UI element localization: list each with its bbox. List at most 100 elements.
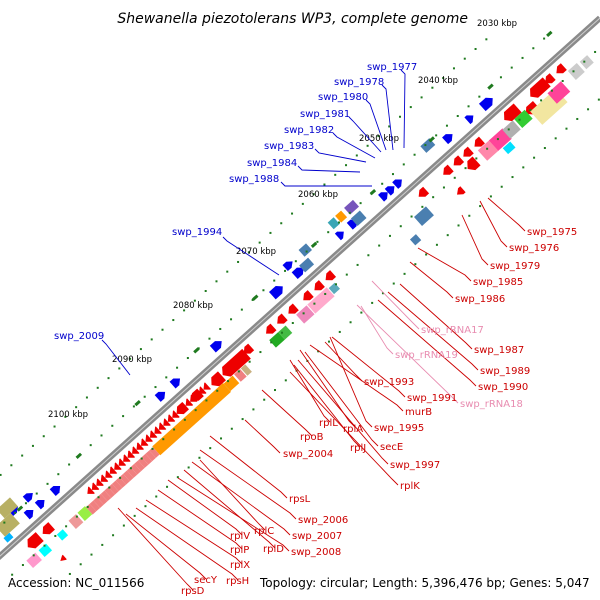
tick-dot [259, 351, 262, 354]
kbp-tick-mark [252, 294, 259, 301]
feature-label[interactable]: swp_rRNA17 [421, 325, 484, 336]
feature-label[interactable]: swp_2008 [291, 547, 341, 558]
feature-label[interactable]: rplJ [350, 443, 366, 454]
reverse-feature [190, 394, 198, 402]
feature-label[interactable]: rplL [319, 418, 338, 429]
tick-dot [554, 137, 557, 140]
feature-label[interactable]: swp_1977 [367, 62, 417, 73]
feature-label[interactable]: swp_1982 [284, 125, 334, 136]
feature-label[interactable]: rplC [254, 526, 274, 537]
feature-label[interactable]: swp_rRNA19 [395, 350, 458, 361]
forward-feature [49, 485, 61, 496]
forward-feature [442, 134, 453, 145]
reverse-feature-shape [87, 486, 95, 494]
reverse-feature [467, 156, 481, 171]
feature-label[interactable]: swp_rRNA18 [460, 399, 523, 410]
feature-label[interactable]: rpsL [289, 494, 311, 505]
tick-dot [371, 301, 374, 304]
feature-label[interactable]: rplX [230, 560, 250, 571]
feature-label[interactable]: swp_1980 [318, 92, 368, 103]
tick-dot [252, 408, 255, 411]
feature-label[interactable]: swp_2009 [54, 331, 104, 342]
feature-label[interactable]: swp_1978 [334, 77, 384, 88]
accession-label: Accession: NC_011566 [8, 576, 144, 590]
feature-label[interactable]: swp_1985 [473, 277, 523, 288]
tick-dot [107, 377, 110, 380]
reverse-feature [474, 136, 485, 147]
reverse-feature [288, 303, 299, 314]
tick-dot [193, 299, 196, 302]
feature-label[interactable]: rpsD [181, 586, 205, 597]
rrna-block-shape [307, 287, 335, 314]
reverse-feature-shape [109, 466, 118, 474]
feature-label[interactable]: swp_2004 [283, 449, 333, 460]
leader-line [324, 341, 363, 382]
feature-label[interactable]: rplK [400, 481, 420, 492]
feature-label[interactable]: swp_1979 [490, 261, 540, 272]
tick-dot [486, 147, 489, 150]
feature-label[interactable]: swp_1989 [480, 366, 530, 377]
feature-label[interactable]: swp_1988 [229, 174, 279, 185]
tick-dot [410, 215, 413, 218]
feature-label[interactable]: swp_1987 [474, 345, 524, 356]
feature-label[interactable]: swp_1997 [390, 460, 440, 471]
feature-label[interactable]: swp_1984 [247, 158, 297, 169]
tick-dot [345, 164, 348, 167]
reverse-feature-shape [145, 434, 153, 442]
feature-label[interactable]: swp_2006 [298, 515, 348, 526]
feature-label[interactable]: swp_1986 [455, 294, 505, 305]
forward-feature [154, 391, 166, 402]
feature-label[interactable]: swp_1976 [509, 243, 559, 254]
forward-feature-shape [464, 115, 474, 125]
kbp-tick-mark [75, 452, 83, 459]
tick-dot [194, 409, 197, 412]
feature-label[interactable]: rpoB [300, 432, 324, 443]
feature-label[interactable]: swp_2007 [292, 531, 342, 542]
gene-block [104, 487, 115, 498]
feature-label[interactable]: swp_1994 [172, 227, 222, 238]
feature-label[interactable]: rpsH [226, 576, 249, 587]
feature-label[interactable]: swp_1991 [407, 393, 457, 404]
reverse-feature-shape [211, 371, 226, 387]
gene-block-shape [77, 506, 93, 521]
feature-label[interactable]: rplD [263, 544, 284, 555]
rrna-block-shape [26, 552, 42, 569]
reverse-feature-shape [60, 554, 67, 562]
reverse-feature-shape [243, 343, 255, 354]
feature-label[interactable]: swp_1993 [364, 377, 414, 388]
gene-block-shape [89, 500, 101, 512]
tick-dot [377, 135, 380, 138]
feature-label[interactable]: rplP [230, 545, 249, 556]
reverse-feature [42, 522, 55, 535]
gene-block [56, 529, 69, 541]
leader-line [297, 359, 389, 465]
gene-block-shape [547, 81, 571, 104]
tick-dot [172, 319, 175, 322]
feature-label[interactable]: rplA [343, 424, 363, 435]
leader-line [101, 339, 131, 376]
tick-dot [54, 534, 57, 537]
feature-label[interactable]: swp_1990 [478, 382, 528, 393]
reverse-feature-shape [27, 532, 44, 549]
reverse-feature-shape [154, 426, 162, 434]
reverse-feature [266, 323, 277, 334]
feature-label[interactable]: swp_1983 [264, 141, 314, 152]
gene-block-shape [100, 490, 112, 502]
leader-line [289, 359, 331, 423]
feature-label[interactable]: swp_1995 [374, 423, 424, 434]
feature-label[interactable]: swp_1975 [527, 227, 577, 238]
feature-label[interactable]: secE [380, 442, 403, 453]
feature-label[interactable]: swp_1981 [300, 109, 350, 120]
forward-feature-shape [384, 186, 395, 196]
tick-dot [479, 205, 482, 208]
gene-block [223, 375, 240, 392]
tick-dot [143, 395, 146, 398]
tick-dot [302, 312, 305, 315]
genome-stats-label: Topology: circular; Length: 5,396,476 bp… [259, 576, 590, 590]
feature-label[interactable]: murB [405, 407, 432, 418]
tick-dot [186, 357, 189, 360]
tick-dot [327, 340, 330, 343]
feature-label[interactable]: secY [194, 575, 218, 586]
tick-dot [499, 76, 502, 79]
feature-label[interactable]: rplV [230, 531, 250, 542]
